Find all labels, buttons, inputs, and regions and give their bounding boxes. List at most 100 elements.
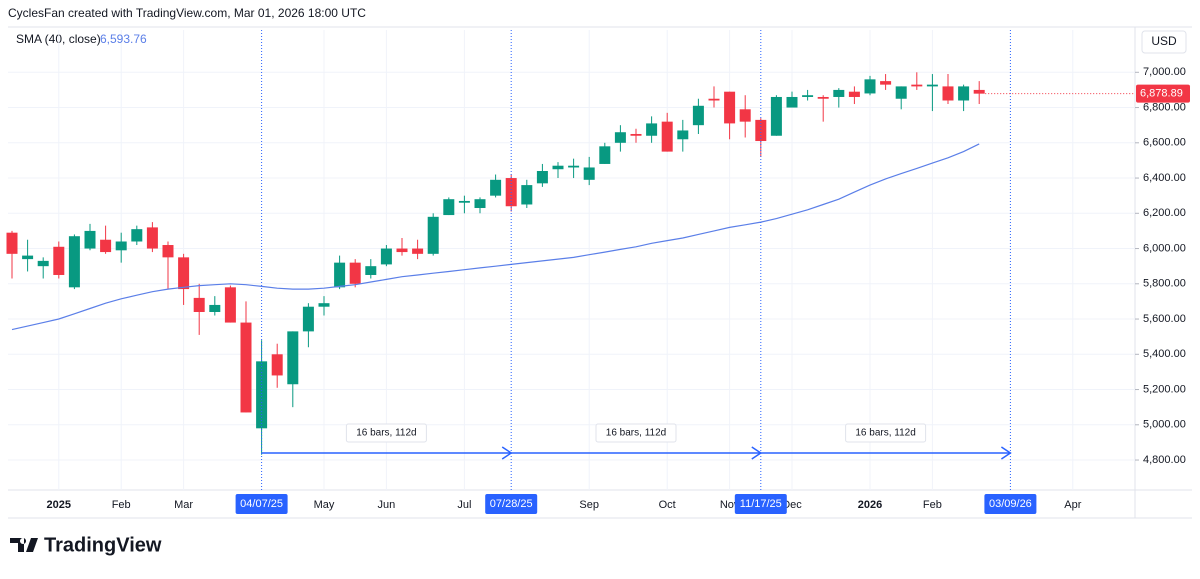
candle-body xyxy=(833,89,845,97)
candle-body xyxy=(661,121,673,152)
x-tick-label: Feb xyxy=(923,499,942,511)
candle-body xyxy=(755,119,767,142)
candle-body xyxy=(864,79,876,94)
candle-body xyxy=(521,185,533,205)
candle-body xyxy=(614,132,626,143)
highlight-date-box xyxy=(235,494,288,514)
candle-body xyxy=(349,262,361,284)
candle-body xyxy=(240,322,252,413)
candle-body xyxy=(209,304,221,312)
y-tick-label: 6,200.00 xyxy=(1143,207,1186,219)
candle-body xyxy=(53,246,65,275)
measure-arrowhead xyxy=(1000,446,1012,460)
highlight-date: 04/07/25 xyxy=(240,498,283,510)
candle-body xyxy=(926,84,938,87)
candle-body xyxy=(318,303,330,307)
candle-body xyxy=(287,331,299,385)
candle-body xyxy=(115,241,127,251)
highlight-date-box xyxy=(734,494,787,514)
candle-body xyxy=(380,248,392,265)
measure-label-box xyxy=(345,423,427,443)
logo: TradingView xyxy=(10,534,162,556)
candle-body xyxy=(708,98,720,101)
highlight-date-box xyxy=(984,494,1037,514)
candle-body xyxy=(334,262,346,288)
candle-body xyxy=(37,260,49,267)
candle-body xyxy=(146,227,158,249)
sma-line xyxy=(11,143,980,331)
y-tick-label: 6,400.00 xyxy=(1143,172,1186,184)
candle-body xyxy=(786,96,798,108)
candle-body xyxy=(817,96,829,99)
candle-body xyxy=(848,91,860,97)
candle-body xyxy=(474,199,486,209)
candle-body xyxy=(458,200,470,203)
x-tick-label: Apr xyxy=(1064,499,1081,511)
candle-body xyxy=(256,361,268,429)
x-tick-label: 2025 xyxy=(47,499,71,511)
candle-body xyxy=(677,130,689,140)
x-tick-label: 2026 xyxy=(858,499,882,511)
currency-box[interactable] xyxy=(1141,30,1187,54)
sma-value: 6,593.76 xyxy=(100,32,147,46)
candle-body xyxy=(68,236,80,288)
candle-body xyxy=(958,86,970,101)
candle-body xyxy=(84,230,96,249)
y-tick-label: 6,000.00 xyxy=(1143,242,1186,254)
y-tick-label: 5,400.00 xyxy=(1143,348,1186,360)
highlight-date: 07/28/25 xyxy=(490,498,533,510)
x-tick-label: Mar xyxy=(174,499,193,511)
candle-body xyxy=(396,248,408,253)
candle-body xyxy=(895,86,907,99)
candle-body xyxy=(536,170,548,184)
candle-body xyxy=(973,89,985,94)
y-tick-label: 7,000.00 xyxy=(1143,66,1186,78)
y-tick-label: 5,600.00 xyxy=(1143,313,1186,325)
measure-label-box xyxy=(845,423,927,443)
candle-body xyxy=(427,216,439,254)
x-tick-label: Sep xyxy=(579,499,599,511)
x-tick-label: Oct xyxy=(659,499,676,511)
candle-body xyxy=(100,239,112,253)
candle-body xyxy=(880,81,892,85)
y-tick-label: 6,600.00 xyxy=(1143,137,1186,149)
highlight-date: 03/09/26 xyxy=(989,498,1032,510)
last-price: 6,878.89 xyxy=(1140,88,1183,100)
candle-body xyxy=(302,306,314,332)
candle-body xyxy=(552,165,564,170)
candle-body xyxy=(802,95,814,97)
candle-body xyxy=(599,146,611,164)
highlight-date: 11/17/25 xyxy=(740,498,782,510)
logo-icon xyxy=(10,538,38,552)
y-tick-label: 6,800.00 xyxy=(1143,101,1186,113)
x-tick-label: Dec xyxy=(782,499,802,511)
candle-body xyxy=(630,133,642,136)
candle-body xyxy=(583,167,595,180)
highlight-date-box xyxy=(485,494,538,514)
candle-body xyxy=(178,257,190,290)
candle-body xyxy=(770,96,782,136)
candle-body xyxy=(412,248,424,254)
x-tick-label: Feb xyxy=(112,499,131,511)
measure-label: 16 bars, 112d xyxy=(606,428,666,439)
candle-body xyxy=(942,86,954,101)
candle-body xyxy=(22,255,34,260)
candle-body xyxy=(646,123,658,136)
candle-body xyxy=(443,199,455,216)
candle-body xyxy=(568,165,580,168)
y-tick-label: 5,200.00 xyxy=(1143,383,1186,395)
measure-label: 16 bars, 112d xyxy=(356,428,416,439)
y-tick-label: 5,800.00 xyxy=(1143,278,1186,290)
currency: USD xyxy=(1151,34,1177,48)
x-tick-label: Jun xyxy=(378,499,396,511)
logo-text: TradingView xyxy=(44,534,162,556)
y-tick-label: 4,800.00 xyxy=(1143,454,1186,466)
candle-body xyxy=(193,297,205,312)
candle-body xyxy=(739,109,751,122)
candle-body xyxy=(162,245,174,258)
measure-label-box xyxy=(595,423,677,443)
candle-body xyxy=(490,179,502,196)
candle-body xyxy=(724,91,736,124)
header: CyclesFan created with TradingView.com, … xyxy=(8,6,366,20)
